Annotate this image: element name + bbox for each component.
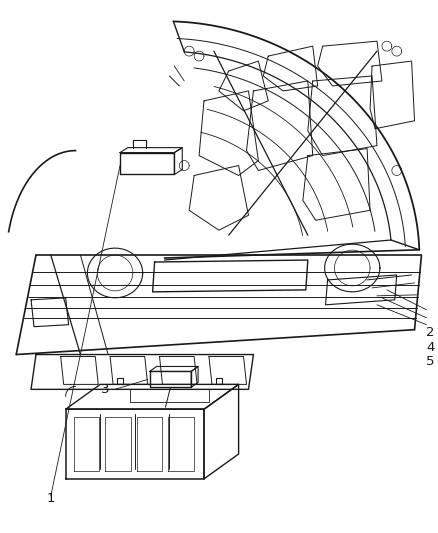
Text: 1: 1 [46,492,55,505]
Text: 2: 2 [427,326,435,339]
Text: 4: 4 [427,341,435,354]
Text: 3: 3 [101,383,110,396]
Text: 5: 5 [427,355,435,368]
